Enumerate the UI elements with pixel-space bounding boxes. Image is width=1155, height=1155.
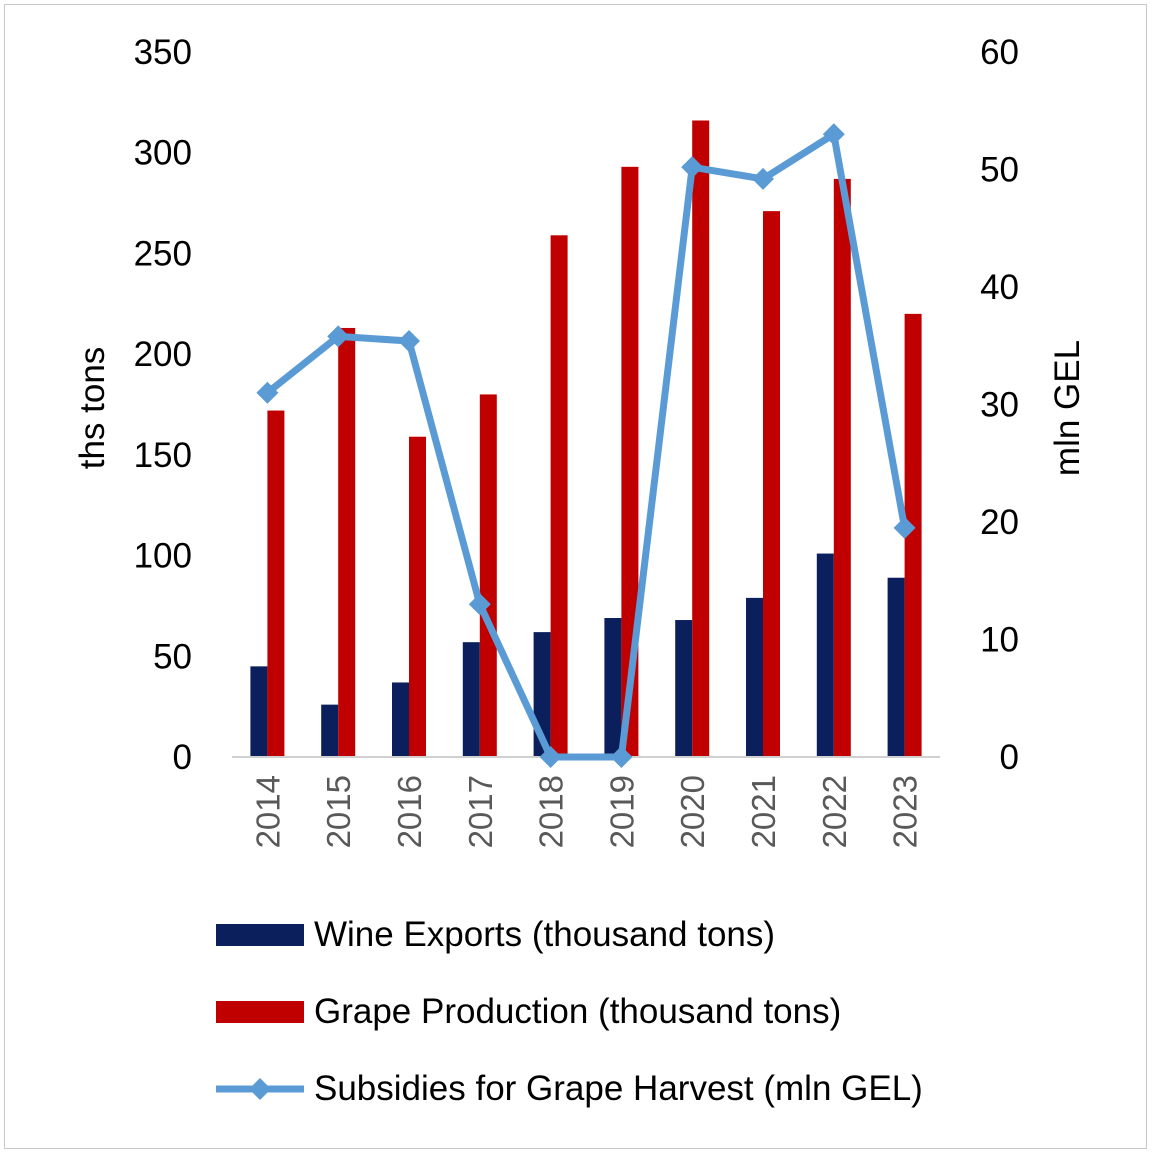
x-tick-label: 2016: [391, 775, 428, 848]
bar-wine-exports: [604, 618, 622, 757]
subsidies-marker: [468, 593, 491, 616]
legend-swatch-subsidies: [216, 1078, 304, 1100]
x-tick-label: 2015: [320, 775, 357, 848]
line-series: [256, 123, 916, 768]
bar-wine-exports: [462, 642, 480, 757]
right-tick-label: 10: [980, 621, 1019, 660]
subsidies-line: [265, 130, 909, 761]
bar-wine-exports: [321, 704, 339, 757]
x-tick-label: 2023: [887, 775, 924, 848]
right-tick-label: 50: [980, 151, 1019, 190]
x-tick-label: 2021: [745, 775, 782, 848]
legend-swatch-grape: [216, 1001, 304, 1023]
legend-label-wine: Wine Exports (thousand tons): [314, 915, 776, 954]
subsidies-marker: [822, 123, 845, 146]
left-axis-label: ths tons: [73, 347, 112, 470]
combo-chart: 0 50 100 150 200 250 300 350 0 10 20 30 40 50 60 ths …: [73, 33, 1087, 848]
right-axis-label: mln GEL: [1048, 340, 1087, 476]
bar-grape-production: [621, 166, 639, 758]
legend-swatch-wine: [216, 924, 304, 946]
x-tick-label: 2014: [249, 775, 286, 848]
right-tick-label: 60: [980, 33, 1019, 72]
left-tick-label: 250: [134, 234, 192, 273]
x-tick-label: 2019: [603, 775, 640, 848]
subsidies-marker: [539, 746, 562, 768]
legend-item-subsidies: Subsidies for Grape Harvest (mln GEL): [216, 1069, 923, 1109]
bar-grape-production: [692, 120, 710, 757]
bar-grape-production: [479, 394, 497, 757]
chart-frame: [4, 4, 1147, 1149]
subsidies-marker: [752, 167, 774, 190]
left-tick-label: 50: [153, 637, 192, 676]
x-axis-ticks: 2014 2015 2016 2017 2018 2019 2020 2021 2022 2023: [249, 775, 923, 848]
legend-label-grape: Grape Production (thousand tons): [314, 992, 842, 1031]
right-tick-label: 30: [980, 386, 1019, 425]
right-axis-ticks: 0 10 20 30 40 50 60: [980, 33, 1019, 777]
right-tick-label: 0: [1000, 738, 1019, 777]
bar-grape-production: [833, 178, 851, 757]
left-axis-ticks: 0 50 100 150 200 250 300 350: [134, 33, 192, 777]
legend-label-subsidies: Subsidies for Grape Harvest (mln GEL): [314, 1069, 923, 1108]
bar-wine-exports: [250, 666, 268, 757]
left-tick-label: 200: [134, 335, 192, 374]
subsidies-marker: [327, 325, 350, 348]
subsidies-marker: [681, 156, 704, 179]
x-tick-label: 2017: [462, 775, 499, 848]
left-tick-label: 300: [134, 134, 192, 173]
left-tick-label: 150: [134, 436, 192, 475]
subsidies-marker: [893, 516, 916, 539]
x-tick-label: 2022: [816, 775, 853, 848]
bar-grape-production: [904, 313, 922, 757]
bar-grape-production: [267, 410, 285, 757]
bar-grape-production: [409, 436, 426, 757]
subsidies-marker: [610, 746, 633, 768]
bar-wine-exports: [816, 553, 834, 757]
left-tick-label: 0: [173, 738, 192, 777]
legend-item-grape-production: Grape Production (thousand tons): [216, 992, 841, 1032]
bar-wine-exports: [392, 682, 409, 757]
bar-wine-exports: [675, 620, 693, 757]
bar-grape-production: [763, 211, 780, 758]
bar-wine-exports: [887, 577, 905, 757]
bar-grape-production: [550, 235, 568, 758]
subsidies-marker: [398, 330, 420, 353]
left-tick-label: 350: [134, 33, 192, 72]
bar-wine-exports: [746, 597, 763, 757]
x-tick-label: 2018: [533, 775, 570, 848]
left-tick-label: 100: [134, 537, 192, 576]
legend-item-wine-exports: Wine Exports (thousand tons): [216, 915, 775, 955]
subsidies-marker: [256, 381, 279, 404]
x-tick-label: 2020: [674, 775, 711, 848]
bar-series: [250, 120, 922, 758]
right-tick-label: 20: [980, 503, 1019, 542]
right-tick-label: 40: [980, 268, 1019, 307]
bar-grape-production: [338, 327, 356, 757]
